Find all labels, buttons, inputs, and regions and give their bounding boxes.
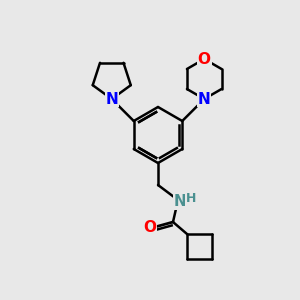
Text: N: N [105,92,118,106]
Text: N: N [198,92,211,106]
Text: H: H [186,193,196,206]
Text: O: O [143,220,157,235]
Text: N: N [174,194,186,209]
Text: O: O [198,52,211,67]
